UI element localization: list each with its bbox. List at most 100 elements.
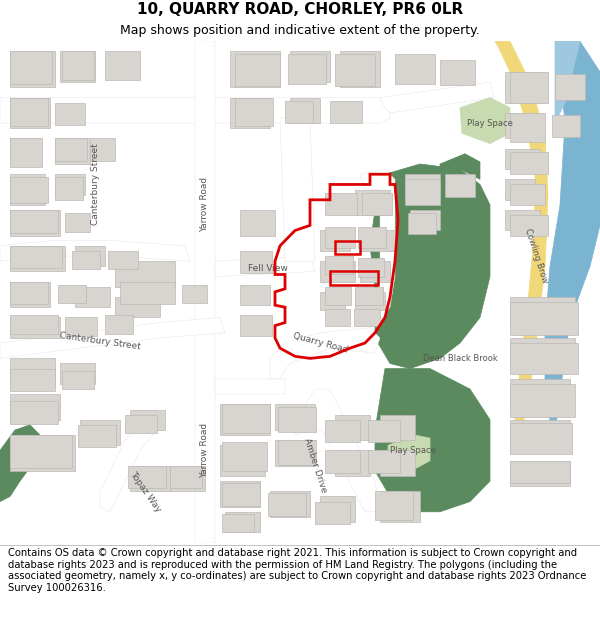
Bar	[10, 318, 60, 338]
Bar	[505, 210, 540, 231]
Bar	[62, 371, 94, 389]
Bar	[275, 404, 315, 430]
Bar	[360, 231, 395, 251]
Text: Amber Drive: Amber Drive	[302, 438, 328, 494]
Bar	[408, 213, 436, 234]
Text: Yarrow Road: Yarrow Road	[200, 177, 209, 232]
Bar	[10, 394, 60, 420]
Bar	[120, 282, 175, 304]
Bar	[10, 401, 58, 424]
Bar	[290, 98, 320, 123]
Bar	[380, 491, 420, 522]
Bar	[510, 461, 570, 483]
Text: Yarrow Road: Yarrow Road	[200, 423, 209, 478]
Bar	[220, 404, 270, 435]
Bar	[510, 343, 578, 374]
Polygon shape	[375, 369, 490, 512]
Bar	[335, 54, 375, 86]
Bar	[10, 282, 48, 304]
Bar	[270, 491, 310, 517]
Bar	[510, 113, 545, 141]
Bar	[325, 420, 360, 442]
Bar	[125, 414, 157, 433]
Bar	[395, 54, 435, 84]
Bar	[90, 138, 115, 161]
Bar	[405, 174, 440, 200]
Bar	[10, 358, 55, 384]
Bar	[58, 285, 86, 303]
Bar	[445, 174, 475, 197]
Bar	[62, 51, 94, 80]
Bar	[510, 184, 545, 205]
Bar	[60, 364, 95, 384]
Bar	[240, 316, 272, 336]
Bar	[510, 379, 570, 409]
Bar	[380, 414, 415, 440]
Text: Canterbury Street: Canterbury Street	[91, 144, 100, 226]
Polygon shape	[0, 318, 225, 358]
Polygon shape	[460, 98, 510, 144]
Bar	[10, 316, 58, 334]
Polygon shape	[388, 435, 430, 469]
Bar	[235, 98, 273, 126]
Bar	[65, 213, 90, 231]
Bar	[75, 246, 105, 266]
Bar	[128, 466, 166, 488]
Bar	[10, 138, 40, 164]
Bar	[368, 420, 400, 442]
Bar	[222, 442, 267, 471]
Bar	[55, 138, 87, 161]
Bar	[240, 251, 272, 274]
Bar	[10, 246, 62, 268]
Text: Play Space: Play Space	[390, 446, 436, 455]
Bar	[108, 251, 138, 269]
Bar	[505, 72, 540, 102]
Bar	[275, 440, 315, 466]
Bar	[288, 54, 326, 84]
Bar	[60, 51, 95, 82]
Polygon shape	[270, 328, 380, 379]
Bar	[320, 496, 355, 522]
Bar	[355, 287, 383, 305]
Bar	[72, 251, 100, 269]
Bar	[10, 51, 52, 84]
Bar	[115, 261, 175, 287]
Bar	[362, 192, 392, 215]
Bar	[222, 514, 254, 532]
Bar	[235, 54, 280, 86]
Polygon shape	[215, 379, 285, 394]
Bar	[105, 51, 140, 80]
Bar	[380, 451, 415, 476]
Bar	[268, 493, 306, 516]
Bar	[410, 210, 440, 231]
Bar	[65, 318, 97, 336]
Bar	[510, 302, 578, 335]
Bar	[505, 149, 540, 169]
Bar	[10, 210, 60, 236]
Bar	[220, 481, 260, 507]
Text: Cowling Brow: Cowling Brow	[523, 228, 549, 284]
Bar	[325, 192, 357, 215]
Bar	[510, 423, 572, 454]
Polygon shape	[380, 82, 494, 113]
Polygon shape	[295, 389, 380, 512]
Bar	[510, 297, 575, 328]
Polygon shape	[100, 409, 165, 512]
Polygon shape	[555, 41, 580, 123]
Polygon shape	[0, 241, 190, 261]
Bar	[510, 215, 548, 236]
Polygon shape	[215, 256, 315, 276]
Bar	[240, 285, 270, 305]
Bar	[75, 287, 110, 308]
Bar	[10, 369, 55, 391]
Bar	[170, 466, 205, 491]
Text: Play Space: Play Space	[467, 119, 513, 127]
Bar	[285, 101, 313, 123]
Bar	[335, 451, 370, 476]
Bar	[325, 287, 351, 305]
Bar	[440, 59, 475, 85]
Bar	[340, 51, 380, 88]
Bar	[320, 292, 345, 310]
Bar	[130, 409, 165, 430]
Bar	[225, 512, 260, 532]
